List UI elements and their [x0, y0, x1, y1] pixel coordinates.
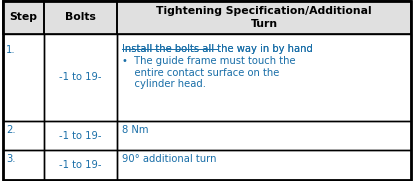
Text: Install the bolts all the way in by hand: Install the bolts all the way in by hand	[121, 44, 312, 54]
Text: -1 to 19-: -1 to 19-	[59, 72, 102, 82]
Bar	[44, 150, 117, 180]
Text: entire contact surface on the: entire contact surface on the	[121, 68, 278, 77]
Text: Tightening Specification/Additional
Turn: Tightening Specification/Additional Turn	[156, 6, 371, 29]
Text: cylinder head.: cylinder head.	[121, 79, 205, 89]
Bar	[117, 1, 410, 33]
Bar	[3, 1, 44, 33]
Text: 3.: 3.	[6, 154, 15, 164]
Text: -1 to 19-: -1 to 19-	[59, 131, 102, 141]
Bar	[3, 121, 44, 150]
Bar	[44, 33, 117, 121]
Text: Install the bolts all the way in by hand: Install the bolts all the way in by hand	[0, 180, 1, 181]
Bar	[117, 150, 410, 180]
Text: 90° additional turn: 90° additional turn	[121, 154, 216, 164]
Bar	[3, 150, 44, 180]
Bar	[117, 1, 410, 33]
Bar	[117, 33, 410, 121]
Bar	[117, 33, 410, 121]
Text: 2.: 2.	[6, 125, 15, 135]
Bar	[3, 1, 44, 33]
Bar	[3, 33, 44, 121]
Bar	[3, 121, 44, 150]
Bar	[44, 150, 117, 180]
Bar	[3, 150, 44, 180]
Text: 8 Nm: 8 Nm	[121, 125, 148, 135]
Text: Install the bolts all the way in by hand: Install the bolts all the way in by hand	[121, 44, 312, 54]
Text: 1.: 1.	[6, 45, 15, 55]
Bar	[117, 121, 410, 150]
Bar	[44, 121, 117, 150]
Text: Bolts: Bolts	[65, 12, 96, 22]
Bar	[117, 121, 410, 150]
Text: •  The guide frame must touch the: • The guide frame must touch the	[121, 56, 294, 66]
Bar	[3, 33, 44, 121]
Text: Step: Step	[9, 12, 38, 22]
Bar	[44, 1, 117, 33]
Bar	[44, 121, 117, 150]
Bar	[44, 33, 117, 121]
Text: -1 to 19-: -1 to 19-	[59, 160, 102, 170]
Bar	[117, 150, 410, 180]
Bar	[44, 1, 117, 33]
